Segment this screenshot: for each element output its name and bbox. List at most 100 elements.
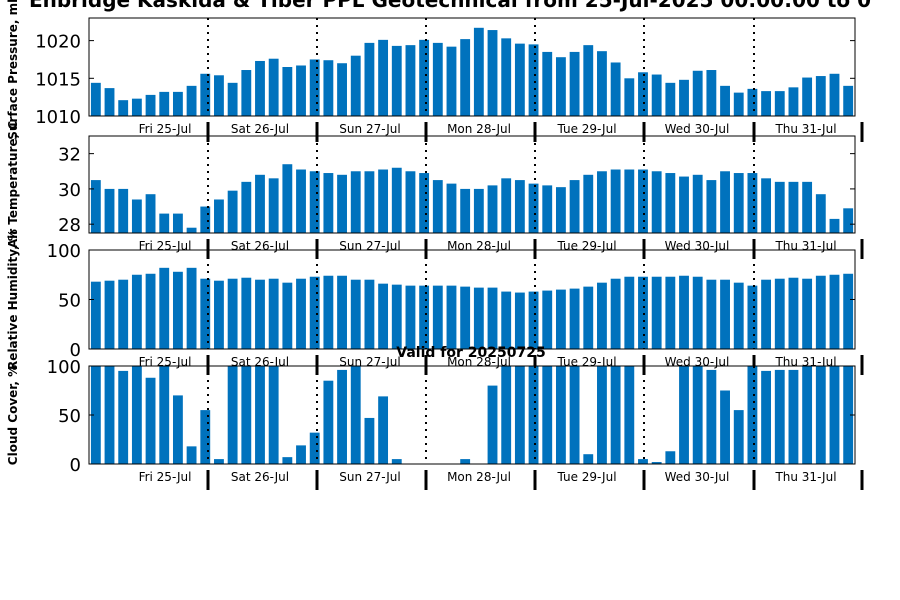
bar-panel3 bbox=[624, 276, 635, 349]
bar-panel1 bbox=[227, 82, 238, 116]
bar-panel3 bbox=[350, 279, 361, 349]
x-day-label: Tue 29-Jul bbox=[556, 239, 616, 253]
bar-panel4 bbox=[843, 366, 854, 464]
bar-panel2 bbox=[815, 194, 826, 233]
bar-panel4 bbox=[597, 366, 607, 464]
bar-panel3 bbox=[487, 287, 498, 349]
bar-panel4 bbox=[829, 366, 840, 464]
bar-panel1 bbox=[473, 27, 484, 116]
bar-panel1 bbox=[460, 39, 471, 116]
bar-panel1 bbox=[200, 73, 211, 116]
bar-panel1 bbox=[555, 57, 566, 116]
bar-panel4 bbox=[323, 380, 334, 464]
y-tick-label: 100 bbox=[47, 241, 81, 262]
y-tick-label: 0 bbox=[70, 455, 81, 476]
y-axis-label: Surface Pressure, mb bbox=[6, 0, 20, 140]
x-day-label: Fri 25-Jul bbox=[139, 470, 192, 484]
bar-panel4 bbox=[378, 396, 389, 464]
bar-panel4 bbox=[200, 410, 211, 464]
y-tick-label: 1010 bbox=[35, 107, 81, 128]
bar-panel4 bbox=[542, 366, 553, 464]
bar-panel3 bbox=[542, 290, 553, 349]
bar-panel3 bbox=[391, 284, 402, 349]
bar-panel1 bbox=[118, 100, 129, 116]
bar-panel1 bbox=[638, 72, 648, 116]
bar-panel4 bbox=[733, 410, 744, 464]
bar-panel1 bbox=[528, 44, 539, 116]
bar-panel3 bbox=[788, 277, 799, 349]
bar-panel3 bbox=[200, 278, 211, 349]
bar-panel4 bbox=[214, 459, 224, 464]
bar-panel2 bbox=[555, 187, 566, 233]
chart-subtitle: Valid for 20250725 bbox=[396, 345, 546, 361]
bar-panel3 bbox=[186, 267, 197, 349]
bar-panel1 bbox=[323, 60, 334, 116]
bar-panel2 bbox=[131, 199, 142, 233]
bar-panel4 bbox=[282, 457, 293, 464]
bar-panel4 bbox=[583, 454, 594, 464]
bar-panel1 bbox=[487, 30, 498, 117]
bar-panel3 bbox=[296, 278, 306, 349]
bar-panel3 bbox=[528, 291, 539, 349]
bar-panel3 bbox=[432, 285, 443, 349]
x-day-label: Mon 28-Jul bbox=[447, 239, 511, 253]
bar-panel3 bbox=[747, 285, 758, 349]
bar-panel4 bbox=[555, 366, 566, 464]
bar-panel4 bbox=[624, 366, 635, 464]
x-day-label: Sat 26-Jul bbox=[231, 122, 289, 136]
bar-panel2 bbox=[651, 171, 662, 233]
bar-panel2 bbox=[720, 171, 730, 233]
bar-panel1 bbox=[843, 85, 854, 116]
bar-panel3 bbox=[802, 278, 813, 349]
bar-panel2 bbox=[843, 208, 854, 233]
y-axis-label: Relative Humidity, % bbox=[6, 229, 20, 370]
y-tick-label: 1020 bbox=[35, 32, 81, 53]
bar-panel4 bbox=[692, 366, 703, 464]
x-day-label: Tue 29-Jul bbox=[556, 122, 616, 136]
bar-panel1 bbox=[131, 98, 142, 116]
bar-panel2 bbox=[583, 174, 594, 233]
bar-panel3 bbox=[843, 273, 854, 349]
bar-panel1 bbox=[610, 62, 621, 116]
bar-panel2 bbox=[159, 213, 170, 233]
x-day-label: Sun 27-Jul bbox=[339, 122, 400, 136]
bar-panel2 bbox=[405, 171, 416, 233]
bar-panel3 bbox=[255, 279, 265, 349]
bar-panel2 bbox=[679, 176, 689, 233]
bar-panel2 bbox=[227, 190, 238, 233]
bar-panel3 bbox=[774, 278, 785, 349]
bar-panel2 bbox=[761, 178, 772, 233]
bar-panel2 bbox=[378, 169, 389, 233]
bar-panel3 bbox=[145, 273, 156, 349]
bar-panel3 bbox=[131, 274, 142, 349]
bar-panel4 bbox=[774, 369, 785, 464]
bar-panel3 bbox=[214, 280, 224, 349]
y-tick-label: 50 bbox=[58, 291, 81, 312]
x-day-label: Wed 30-Jul bbox=[665, 470, 730, 484]
bar-panel2 bbox=[200, 206, 211, 233]
bar-panel3 bbox=[569, 288, 580, 349]
bar-panel2 bbox=[802, 181, 813, 233]
y-axis-label: Cloud Cover, % bbox=[6, 365, 20, 465]
bar-panel4 bbox=[747, 366, 758, 464]
bar-panel4 bbox=[145, 377, 156, 464]
bar-panel4 bbox=[610, 366, 621, 464]
x-day-label: Sat 26-Jul bbox=[231, 470, 289, 484]
bar-panel1 bbox=[747, 88, 758, 116]
bar-panel3 bbox=[555, 289, 566, 349]
y-tick-label: 28 bbox=[58, 215, 81, 236]
bar-panel1 bbox=[145, 94, 156, 116]
bar-panel2 bbox=[473, 188, 484, 233]
bar-panel4 bbox=[241, 366, 252, 464]
bar-panel1 bbox=[446, 46, 457, 116]
bar-panel1 bbox=[651, 74, 662, 116]
bar-panel3 bbox=[829, 274, 840, 349]
bar-panel3 bbox=[104, 280, 115, 349]
bar-panel4 bbox=[186, 446, 197, 464]
bar-panel4 bbox=[104, 366, 115, 464]
bar-panel1 bbox=[679, 79, 689, 116]
bar-panel4 bbox=[788, 369, 799, 464]
bar-panel1 bbox=[391, 45, 402, 116]
bar-panel2 bbox=[118, 188, 129, 233]
bar-panel3 bbox=[172, 271, 183, 349]
